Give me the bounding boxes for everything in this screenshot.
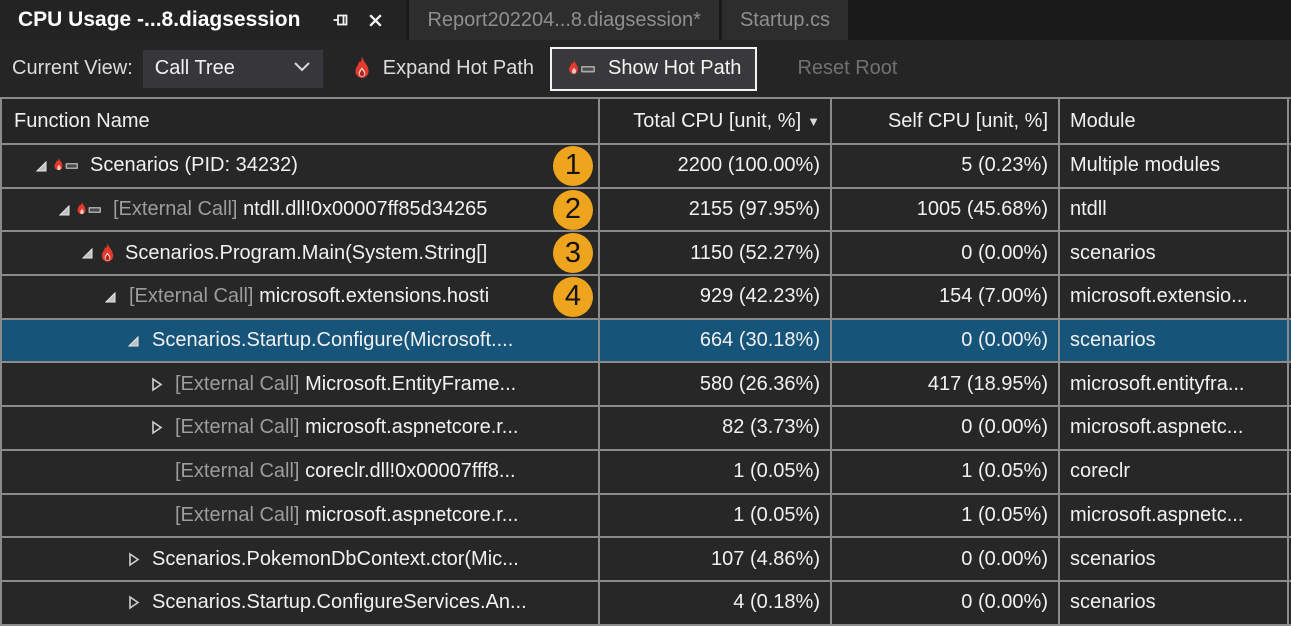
table-row[interactable]: Scenarios.PokemonDbContext.ctor(Mic... 1… bbox=[2, 538, 1291, 582]
self-cpu-value: 417 (18.95%) bbox=[832, 363, 1060, 406]
function-name: Scenarios.PokemonDbContext.ctor(Mic... bbox=[152, 547, 519, 570]
self-cpu-value: 1 (0.05%) bbox=[832, 494, 1060, 537]
tab-cpu-usage-diagsession[interactable]: CPU Usage -...8.diagsession bbox=[0, 0, 407, 40]
column-header-self-cpu[interactable]: Self CPU [unit, %] bbox=[832, 99, 1060, 143]
function-name: Scenarios (PID: 34232) bbox=[90, 154, 298, 177]
function-name: Scenarios.Startup.Configure(Microsoft...… bbox=[152, 329, 514, 352]
callout-badge-2: 2 bbox=[553, 189, 593, 230]
profiler-toolbar: Current View: Call Tree Expand Hot Path … bbox=[0, 40, 1291, 97]
collapse-arrow-icon[interactable] bbox=[99, 290, 121, 304]
tab-title: Startup.cs bbox=[739, 8, 831, 31]
collapse-arrow-icon[interactable] bbox=[53, 203, 75, 217]
callout-badge-3: 3 bbox=[553, 233, 593, 274]
function-name: ntdll.dll!0x00007ff85d34265 bbox=[243, 198, 488, 221]
module-value: microsoft.extensio... bbox=[1060, 276, 1289, 318]
self-cpu-value: 1 (0.05%) bbox=[832, 450, 1060, 493]
total-cpu-value: 82 (3.73%) bbox=[600, 407, 832, 449]
callout-badge-1: 1 bbox=[553, 145, 593, 186]
total-cpu-value: 1 (0.05%) bbox=[600, 450, 832, 493]
module-value: ntdll bbox=[1060, 188, 1289, 231]
tab-report-diagsession[interactable]: Report202204...8.diagsession* bbox=[409, 0, 719, 40]
tab-startup-cs[interactable]: Startup.cs bbox=[721, 0, 849, 40]
tab-title: CPU Usage -...8.diagsession bbox=[18, 8, 301, 31]
current-view-label: Current View: bbox=[12, 57, 133, 79]
self-cpu-value: 1005 (45.68%) bbox=[832, 188, 1060, 231]
table-row[interactable]: [External Call] coreclr.dll!0x00007fff8.… bbox=[2, 450, 1291, 495]
table-row[interactable]: Scenarios (PID: 34232) 1 2200 (100.00%) … bbox=[2, 145, 1291, 189]
close-icon[interactable] bbox=[362, 7, 388, 33]
module-value: scenarios bbox=[1060, 232, 1289, 275]
expand-arrow-icon[interactable] bbox=[122, 595, 144, 610]
total-cpu-value: 580 (26.36%) bbox=[600, 363, 832, 406]
hot-path-flame-icon bbox=[75, 201, 105, 219]
document-tab-bar: CPU Usage -...8.diagsession Report202204… bbox=[0, 0, 1291, 40]
total-cpu-value: 1 (0.05%) bbox=[600, 494, 832, 537]
function-name: Microsoft.EntityFrame... bbox=[305, 372, 517, 395]
function-name: Scenarios.Startup.ConfigureServices.An..… bbox=[152, 591, 527, 614]
module-value: microsoft.aspnetc... bbox=[1060, 407, 1289, 449]
tab-title: Report202204...8.diagsession* bbox=[427, 8, 701, 31]
collapse-arrow-icon[interactable] bbox=[30, 159, 52, 173]
total-cpu-value: 2155 (97.95%) bbox=[600, 188, 832, 231]
call-tree-table: Function Name Total CPU [unit, %] ▼ Self… bbox=[0, 97, 1291, 626]
hot-path-icon bbox=[566, 59, 598, 79]
hot-path-flame-icon bbox=[52, 157, 82, 175]
total-cpu-value: 929 (42.23%) bbox=[600, 276, 832, 318]
view-selector-value: Call Tree bbox=[154, 57, 235, 79]
function-name: coreclr.dll!0x00007fff8... bbox=[305, 460, 516, 483]
table-row[interactable]: [External Call] Microsoft.EntityFrame...… bbox=[2, 363, 1291, 408]
self-cpu-value: 0 (0.00%) bbox=[832, 232, 1060, 275]
table-row[interactable]: [External Call] microsoft.aspnetcore.r..… bbox=[2, 494, 1291, 539]
module-value: Multiple modules bbox=[1060, 145, 1289, 187]
module-value: microsoft.entityfra... bbox=[1060, 363, 1289, 406]
module-value: coreclr bbox=[1060, 450, 1289, 493]
self-cpu-value: 0 (0.00%) bbox=[832, 407, 1060, 449]
expand-hot-path-label: Expand Hot Path bbox=[382, 57, 535, 79]
function-name: microsoft.aspnetcore.r... bbox=[305, 416, 519, 439]
total-cpu-value: 107 (4.86%) bbox=[600, 538, 832, 580]
flame-icon bbox=[351, 55, 373, 82]
expand-arrow-icon[interactable] bbox=[145, 420, 167, 435]
table-row[interactable]: [External Call] microsoft.extensions.hos… bbox=[2, 276, 1291, 320]
column-header-module[interactable]: Module bbox=[1060, 99, 1289, 143]
chevron-down-icon bbox=[293, 57, 311, 80]
show-hot-path-label: Show Hot Path bbox=[608, 57, 742, 79]
table-header-row: Function Name Total CPU [unit, %] ▼ Self… bbox=[2, 97, 1291, 145]
module-value: microsoft.aspnetc... bbox=[1060, 494, 1289, 537]
function-name: microsoft.aspnetcore.r... bbox=[305, 503, 519, 526]
table-row[interactable]: [External Call] ntdll.dll!0x00007ff85d34… bbox=[2, 188, 1291, 233]
function-name: Scenarios.Program.Main(System.String[] bbox=[125, 241, 488, 264]
column-header-function-name[interactable]: Function Name bbox=[2, 99, 600, 143]
self-cpu-value: 0 (0.00%) bbox=[832, 581, 1060, 624]
table-row[interactable]: Scenarios.Startup.ConfigureServices.An..… bbox=[2, 581, 1291, 626]
expand-arrow-icon[interactable] bbox=[122, 552, 144, 567]
pin-icon[interactable] bbox=[328, 7, 354, 33]
show-hot-path-button[interactable]: Show Hot Path bbox=[550, 46, 758, 91]
module-value: scenarios bbox=[1060, 581, 1289, 624]
total-cpu-value: 4 (0.18%) bbox=[600, 581, 832, 624]
expand-arrow-icon[interactable] bbox=[145, 377, 167, 392]
reset-root-button[interactable]: Reset Root bbox=[797, 57, 898, 79]
column-header-total-cpu[interactable]: Total CPU [unit, %] ▼ bbox=[600, 99, 832, 143]
module-value: scenarios bbox=[1060, 319, 1289, 362]
collapse-arrow-icon[interactable] bbox=[76, 246, 98, 260]
table-row[interactable]: Scenarios.Program.Main(System.String[] 3… bbox=[2, 232, 1291, 277]
self-cpu-value: 0 (0.00%) bbox=[832, 319, 1060, 362]
total-cpu-value: 2200 (100.00%) bbox=[600, 145, 832, 187]
function-name: microsoft.extensions.hosti bbox=[259, 285, 490, 308]
total-cpu-value: 664 (30.18%) bbox=[600, 319, 832, 362]
total-cpu-value: 1150 (52.27%) bbox=[600, 232, 832, 275]
expand-hot-path-button[interactable]: Expand Hot Path bbox=[351, 55, 534, 82]
self-cpu-value: 5 (0.23%) bbox=[832, 145, 1060, 187]
module-value: scenarios bbox=[1060, 538, 1289, 580]
table-row[interactable]: [External Call] microsoft.aspnetcore.r..… bbox=[2, 407, 1291, 451]
collapse-arrow-icon[interactable] bbox=[122, 334, 144, 348]
self-cpu-value: 154 (7.00%) bbox=[832, 276, 1060, 318]
self-cpu-value: 0 (0.00%) bbox=[832, 538, 1060, 580]
view-selector-dropdown[interactable]: Call Tree bbox=[142, 49, 323, 88]
flame-icon bbox=[98, 242, 117, 265]
callout-badge-4: 4 bbox=[553, 276, 593, 317]
table-row-selected[interactable]: Scenarios.Startup.Configure(Microsoft...… bbox=[2, 319, 1291, 364]
sort-descending-icon: ▼ bbox=[807, 113, 820, 129]
